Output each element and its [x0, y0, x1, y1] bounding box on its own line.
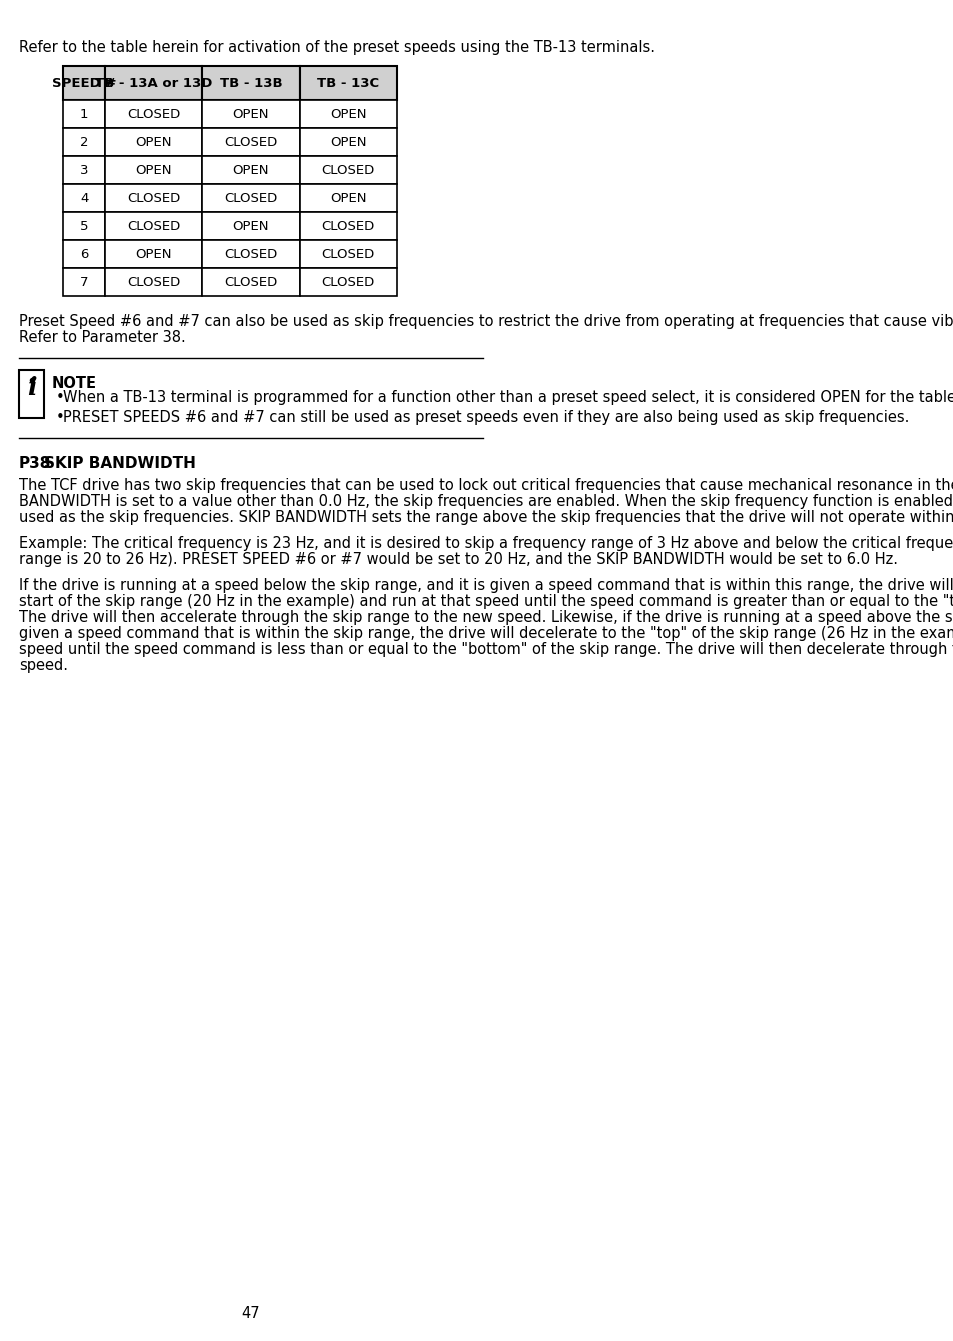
- Text: 2: 2: [80, 135, 89, 149]
- Bar: [299, 184, 396, 212]
- Text: •: •: [55, 390, 65, 405]
- Text: OPEN: OPEN: [233, 164, 269, 177]
- Text: Preset Speed #6 and #7 can also be used as skip frequencies to restrict the driv: Preset Speed #6 and #7 can also be used …: [19, 314, 953, 329]
- Bar: [299, 127, 396, 156]
- Bar: [105, 156, 202, 184]
- Text: 1: 1: [80, 107, 89, 121]
- Bar: [63, 212, 105, 240]
- Bar: [202, 66, 299, 101]
- Text: CLOSED: CLOSED: [321, 220, 375, 232]
- Bar: [202, 240, 299, 268]
- Bar: [63, 156, 105, 184]
- Text: given a speed command that is within the skip range, the drive will decelerate t: given a speed command that is within the…: [19, 626, 953, 641]
- Text: 7: 7: [80, 275, 89, 288]
- Text: CLOSED: CLOSED: [127, 275, 180, 288]
- Bar: [299, 212, 396, 240]
- Bar: [105, 66, 202, 101]
- Text: PRESET SPEEDS #6 and #7 can still be used as preset speeds even if they are also: PRESET SPEEDS #6 and #7 can still be use…: [63, 410, 908, 425]
- Text: The drive will then accelerate through the skip range to the new speed. Likewise: The drive will then accelerate through t…: [19, 610, 953, 625]
- Text: TB - 13B: TB - 13B: [219, 76, 282, 90]
- Text: SPEED #: SPEED #: [51, 76, 116, 90]
- Bar: [202, 101, 299, 127]
- Text: OPEN: OPEN: [135, 135, 172, 149]
- Text: OPEN: OPEN: [330, 135, 366, 149]
- Text: 6: 6: [80, 248, 89, 260]
- Bar: [63, 66, 105, 101]
- Text: OPEN: OPEN: [330, 107, 366, 121]
- Bar: [63, 184, 105, 212]
- Bar: [202, 156, 299, 184]
- Text: NOTE: NOTE: [51, 375, 96, 392]
- Bar: [105, 268, 202, 296]
- Bar: [202, 212, 299, 240]
- Text: •: •: [55, 410, 65, 425]
- Text: TB - 13C: TB - 13C: [316, 76, 379, 90]
- Bar: [299, 101, 396, 127]
- Text: OPEN: OPEN: [330, 192, 366, 204]
- Text: speed until the speed command is less than or equal to the "bottom" of the skip : speed until the speed command is less th…: [19, 642, 953, 657]
- Text: CLOSED: CLOSED: [224, 135, 277, 149]
- Text: 3: 3: [80, 164, 89, 177]
- Text: CLOSED: CLOSED: [224, 275, 277, 288]
- Bar: [299, 240, 396, 268]
- Bar: [105, 184, 202, 212]
- Text: Refer to the table herein for activation of the preset speeds using the TB-13 te: Refer to the table herein for activation…: [19, 40, 655, 55]
- Text: When a TB-13 terminal is programmed for a function other than a preset speed sel: When a TB-13 terminal is programmed for …: [63, 390, 953, 405]
- Bar: [105, 212, 202, 240]
- Text: 5: 5: [80, 220, 89, 232]
- Bar: [299, 268, 396, 296]
- Text: CLOSED: CLOSED: [127, 220, 180, 232]
- Bar: [63, 101, 105, 127]
- Text: range is 20 to 26 Hz). PRESET SPEED #6 or #7 would be set to 20 Hz, and the SKIP: range is 20 to 26 Hz). PRESET SPEED #6 o…: [19, 552, 897, 567]
- Text: CLOSED: CLOSED: [321, 275, 375, 288]
- Text: The TCF drive has two skip frequencies that can be used to lock out critical fre: The TCF drive has two skip frequencies t…: [19, 477, 953, 493]
- Bar: [105, 101, 202, 127]
- FancyBboxPatch shape: [19, 370, 44, 418]
- Text: speed.: speed.: [19, 658, 68, 673]
- Text: P38: P38: [19, 456, 51, 471]
- Text: CLOSED: CLOSED: [321, 248, 375, 260]
- Bar: [202, 127, 299, 156]
- Text: BANDWIDTH is set to a value other than 0.0 Hz, the skip frequencies are enabled.: BANDWIDTH is set to a value other than 0…: [19, 493, 953, 510]
- Text: OPEN: OPEN: [233, 220, 269, 232]
- Text: OPEN: OPEN: [233, 107, 269, 121]
- Text: CLOSED: CLOSED: [127, 192, 180, 204]
- Text: OPEN: OPEN: [135, 164, 172, 177]
- Bar: [105, 240, 202, 268]
- Text: i: i: [27, 375, 36, 400]
- Text: CLOSED: CLOSED: [224, 248, 277, 260]
- Text: 47: 47: [241, 1306, 260, 1321]
- Bar: [63, 240, 105, 268]
- Text: If the drive is running at a speed below the skip range, and it is given a speed: If the drive is running at a speed below…: [19, 578, 953, 593]
- Text: CLOSED: CLOSED: [321, 164, 375, 177]
- Text: CLOSED: CLOSED: [127, 107, 180, 121]
- Text: 4: 4: [80, 192, 89, 204]
- Text: used as the skip frequencies. SKIP BANDWIDTH sets the range above the skip frequ: used as the skip frequencies. SKIP BANDW…: [19, 510, 953, 524]
- Text: TB - 13A or 13D: TB - 13A or 13D: [95, 76, 213, 90]
- Text: Example: The critical frequency is 23 Hz, and it is desired to skip a frequency : Example: The critical frequency is 23 Hz…: [19, 536, 953, 551]
- Bar: [63, 127, 105, 156]
- Bar: [105, 127, 202, 156]
- Bar: [202, 268, 299, 296]
- Text: SKIP BANDWIDTH: SKIP BANDWIDTH: [44, 456, 195, 471]
- Bar: [299, 156, 396, 184]
- Text: Refer to Parameter 38.: Refer to Parameter 38.: [19, 330, 186, 345]
- Bar: [299, 66, 396, 101]
- Text: start of the skip range (20 Hz in the example) and run at that speed until the s: start of the skip range (20 Hz in the ex…: [19, 594, 953, 609]
- Text: OPEN: OPEN: [135, 248, 172, 260]
- Bar: [202, 184, 299, 212]
- Text: CLOSED: CLOSED: [224, 192, 277, 204]
- Bar: [63, 268, 105, 296]
